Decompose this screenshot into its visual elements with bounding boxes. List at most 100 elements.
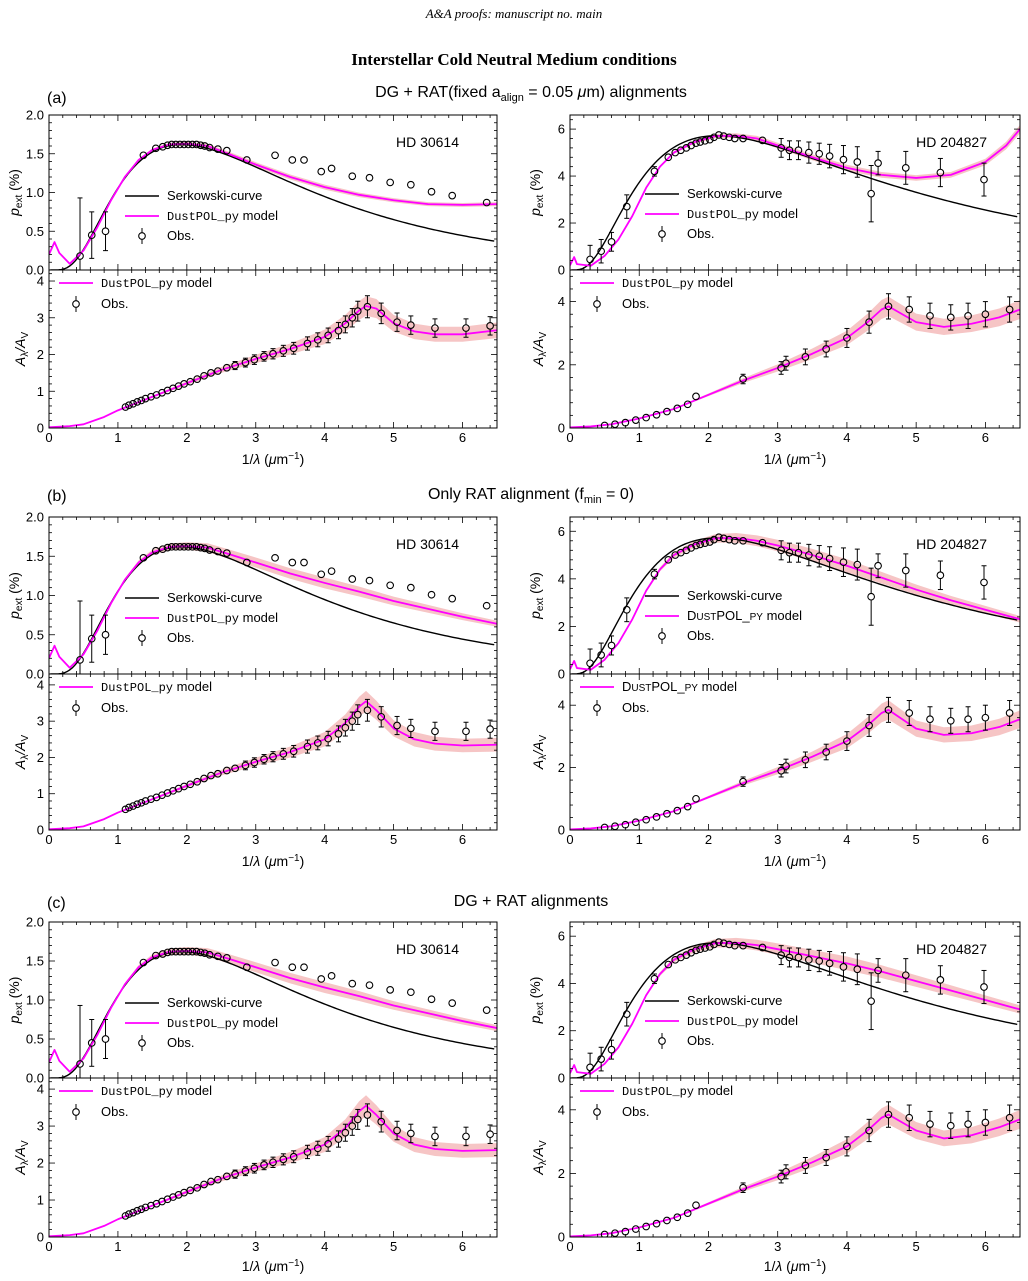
figure-row-b: (b) Only RAT alignment (fmin = 0) 0.0 0.5 1.… (6, 486, 1021, 869)
obs-point (801, 751, 810, 769)
obs-point (664, 960, 673, 969)
obs-marker (1005, 1113, 1014, 1122)
obs-point (200, 949, 209, 958)
x-tick-label: 0 (45, 430, 52, 445)
obs-point (853, 146, 862, 178)
obs-marker (692, 392, 700, 401)
obs-marker (186, 1186, 195, 1195)
obs-marker (171, 947, 180, 956)
obs-marker (825, 959, 834, 968)
obs-marker (180, 947, 188, 956)
legend: DustPOL_py model Obs. (59, 275, 212, 312)
obs-marker (184, 947, 193, 956)
obs-point (705, 942, 714, 951)
obs-point (719, 132, 728, 140)
obs-marker (825, 152, 834, 160)
obs-point (701, 944, 709, 952)
obs-point (683, 400, 692, 409)
obs-marker (815, 957, 824, 965)
obs-marker (393, 318, 401, 327)
obs-marker (758, 136, 767, 145)
y-tick-label: 4 (558, 169, 565, 184)
obs-point (865, 714, 873, 737)
obs-point (725, 535, 734, 544)
obs-point (289, 341, 298, 355)
x-tick-label: 4 (321, 430, 328, 445)
obs-marker (260, 1161, 268, 1169)
obs-marker (853, 965, 862, 974)
legend-obs-marker (593, 1108, 601, 1116)
y-tick-label: 4 (37, 274, 44, 289)
legend-serkowski-label: Serkowski-curve (167, 188, 262, 203)
obs-marker (260, 755, 268, 764)
obs-marker (363, 706, 372, 715)
legend-model-label: DustPOL_py model (101, 1083, 212, 1099)
obs-point (801, 1157, 810, 1174)
obs-marker (687, 948, 696, 957)
obs-marker (739, 536, 747, 545)
plot-area (570, 937, 1020, 1078)
obs-point (664, 153, 673, 162)
obs-marker (650, 974, 659, 983)
obs-point (600, 421, 609, 428)
obs-point (696, 540, 705, 549)
obs-marker (406, 724, 415, 733)
legend-model-label: DUSTPOL_PY model (622, 679, 737, 694)
obs-marker (642, 815, 651, 824)
obs-marker (622, 202, 631, 211)
x-tick-label: 0 (566, 1239, 573, 1254)
obs-marker (981, 713, 990, 722)
obs-point (377, 302, 386, 325)
obs-marker (794, 953, 803, 962)
obs-marker (739, 941, 747, 950)
obs-point (801, 348, 810, 366)
obs-marker (710, 940, 718, 949)
obs-marker (167, 947, 176, 956)
plot-area (49, 690, 497, 830)
obs-point (865, 310, 873, 334)
legend-obs-marker (658, 230, 666, 238)
obs-marker (682, 951, 691, 959)
obs-marker (242, 156, 251, 164)
obs-marker (250, 758, 259, 767)
obs-point (205, 143, 214, 152)
y-tick-label: 0.5 (26, 627, 44, 642)
y-tick-label: 2 (558, 216, 565, 231)
x-tick-label: 5 (913, 430, 920, 445)
a-ylabel: Aλ/AV (530, 1140, 549, 1176)
x-tick-label: 6 (459, 832, 466, 847)
obs-point (288, 558, 297, 567)
legend-obs-marker (72, 1108, 80, 1116)
obs-point (101, 1019, 110, 1059)
obs-marker (714, 938, 723, 946)
obs-marker (482, 1006, 491, 1014)
obs-marker (692, 541, 700, 550)
obs-point (139, 958, 148, 967)
y-tick-label: 6 (558, 524, 565, 539)
obs-point (719, 534, 728, 543)
obs-point (843, 327, 851, 348)
obs-point (777, 945, 786, 966)
obs-marker (664, 960, 673, 969)
obs-point (271, 553, 279, 562)
x-tick-label: 3 (252, 832, 259, 847)
obs-marker (313, 335, 322, 344)
obs-point (363, 1103, 372, 1127)
obs-point (853, 548, 862, 581)
obs-point (186, 377, 195, 386)
obs-marker (901, 566, 910, 575)
y-tick-label: 4 (558, 571, 565, 586)
obs-marker (139, 553, 148, 562)
x-axis-label: 1/λ (μm−1) (242, 451, 305, 467)
obs-marker (482, 601, 491, 610)
obs-marker (839, 963, 848, 971)
obs-point (184, 542, 193, 551)
extinction-panel: 0 1 2 3 4 5 6 0 2 4 DustPOL_py model Obs. (558, 1077, 1021, 1254)
legend-obs-marker (138, 232, 146, 240)
obs-point (867, 567, 876, 626)
obs-marker (652, 1219, 661, 1228)
obs-marker (650, 167, 659, 176)
obs-marker (406, 1129, 415, 1138)
obs-marker (133, 1206, 142, 1215)
obs-marker (683, 1209, 692, 1217)
